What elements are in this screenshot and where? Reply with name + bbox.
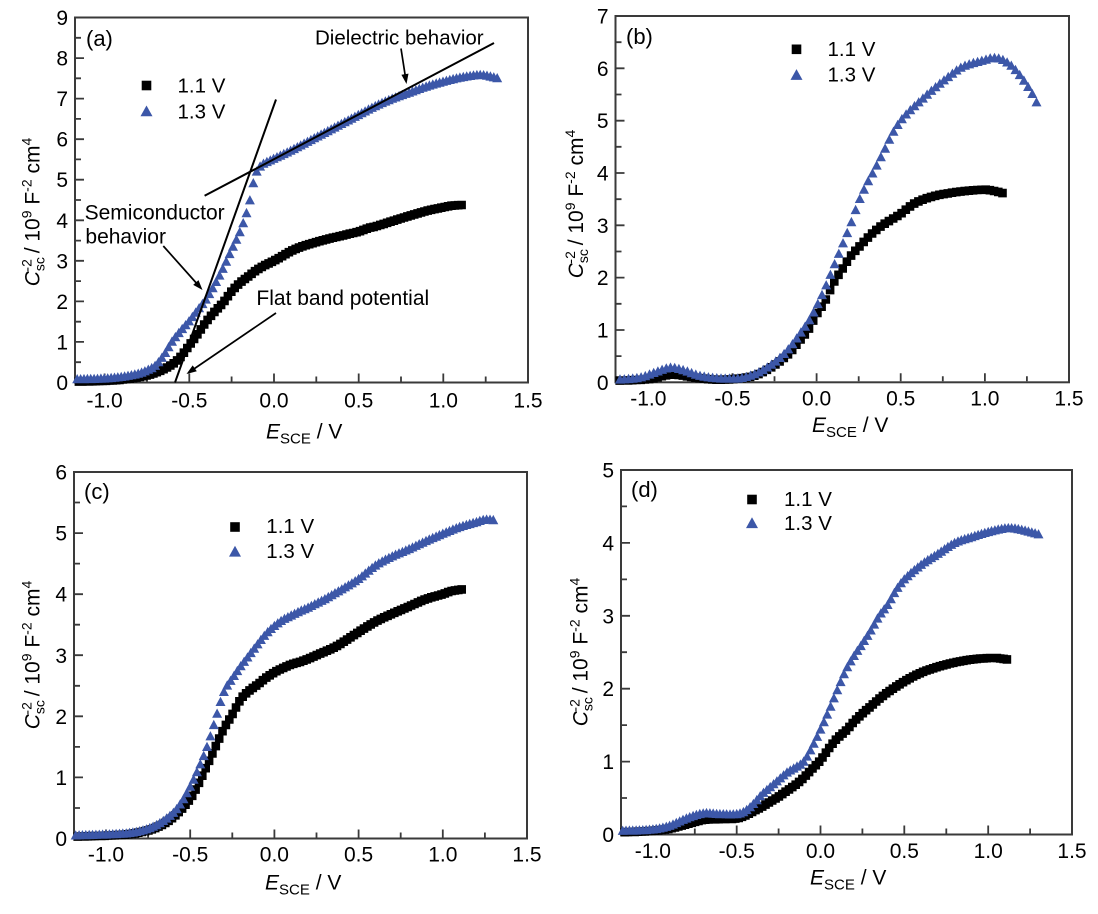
svg-text:-1.0: -1.0 (635, 840, 671, 863)
svg-text:0.5: 0.5 (344, 390, 373, 413)
svg-text:1.0: 1.0 (428, 844, 457, 867)
svg-text:1.5: 1.5 (1054, 387, 1083, 410)
svg-text:1: 1 (597, 320, 609, 343)
svg-text:1.5: 1.5 (512, 844, 541, 867)
svg-text:1.3 V: 1.3 V (784, 512, 832, 535)
svg-text:1.5: 1.5 (1057, 840, 1086, 863)
svg-text:2: 2 (602, 678, 614, 701)
svg-text:0.0: 0.0 (260, 844, 289, 867)
svg-text:1.3 V: 1.3 V (178, 101, 226, 124)
svg-text:4: 4 (55, 584, 67, 607)
svg-text:0.0: 0.0 (802, 387, 831, 410)
svg-text:3: 3 (55, 645, 67, 668)
svg-text:1: 1 (56, 331, 68, 354)
svg-text:1.0: 1.0 (429, 390, 458, 413)
svg-text:-1.0: -1.0 (630, 387, 666, 410)
svg-text:5: 5 (597, 110, 609, 133)
svg-text:5: 5 (55, 523, 67, 546)
svg-text:4: 4 (56, 210, 68, 233)
svg-text:(b): (b) (626, 24, 653, 49)
svg-text:4: 4 (597, 163, 609, 186)
svg-text:6: 6 (55, 462, 67, 485)
svg-text:5: 5 (56, 169, 68, 192)
svg-text:1.3 V: 1.3 V (828, 64, 876, 87)
svg-text:0: 0 (56, 372, 68, 395)
svg-text:7: 7 (597, 6, 609, 29)
svg-text:-0.5: -0.5 (172, 844, 208, 867)
svg-text:Csc-2 / 109 F-2 cm4: Csc-2 / 109 F-2 cm4 (19, 581, 48, 730)
svg-text:(c): (c) (84, 479, 110, 504)
svg-text:1.0: 1.0 (974, 840, 1003, 863)
svg-text:2: 2 (56, 291, 68, 314)
svg-text:0.0: 0.0 (806, 840, 835, 863)
svg-text:4: 4 (602, 532, 614, 555)
svg-text:Flat band potential: Flat band potential (256, 287, 429, 310)
svg-text:1.1 V: 1.1 V (266, 515, 314, 538)
svg-text:0: 0 (55, 828, 67, 851)
svg-text:(a): (a) (86, 26, 113, 51)
svg-text:Csc-2 / 109 F-2 cm4: Csc-2 / 109 F-2 cm4 (567, 578, 596, 727)
svg-text:-1.0: -1.0 (87, 390, 123, 413)
svg-text:7: 7 (56, 88, 68, 111)
svg-text:3: 3 (56, 250, 68, 273)
svg-text:1.0: 1.0 (970, 387, 999, 410)
svg-text:ESCE / V: ESCE / V (266, 421, 342, 448)
svg-text:0.5: 0.5 (886, 387, 915, 410)
svg-text:3: 3 (602, 605, 614, 628)
svg-text:2: 2 (55, 706, 67, 729)
svg-text:1: 1 (602, 751, 614, 774)
svg-text:ESCE / V: ESCE / V (812, 414, 888, 441)
svg-text:8: 8 (56, 48, 68, 71)
svg-text:Semiconductor: Semiconductor (85, 202, 225, 225)
svg-text:1.1 V: 1.1 V (828, 38, 876, 61)
svg-text:-0.5: -0.5 (171, 390, 207, 413)
svg-text:3: 3 (597, 215, 609, 238)
svg-text:1.1 V: 1.1 V (178, 75, 226, 98)
svg-text:(d): (d) (631, 477, 658, 502)
svg-text:0.5: 0.5 (344, 844, 373, 867)
svg-text:ESCE / V: ESCE / V (810, 867, 886, 894)
svg-text:0.5: 0.5 (890, 840, 919, 863)
svg-text:-0.5: -0.5 (719, 840, 755, 863)
svg-text:5: 5 (602, 460, 614, 483)
svg-text:0.0: 0.0 (259, 390, 288, 413)
svg-text:6: 6 (56, 129, 68, 152)
svg-text:-1.0: -1.0 (88, 844, 124, 867)
svg-text:-0.5: -0.5 (714, 387, 750, 410)
svg-text:Csc-2 / 109 F-2 cm4: Csc-2 / 109 F-2 cm4 (562, 130, 591, 279)
svg-text:6: 6 (597, 58, 609, 81)
svg-text:behavior: behavior (85, 226, 166, 249)
svg-text:2: 2 (597, 267, 609, 290)
svg-text:Csc-2 / 109 F-2 cm4: Csc-2 / 109 F-2 cm4 (19, 138, 48, 287)
svg-text:1.5: 1.5 (513, 390, 542, 413)
svg-text:1.1 V: 1.1 V (784, 488, 832, 511)
svg-text:1: 1 (55, 767, 67, 790)
svg-text:0: 0 (602, 824, 614, 847)
svg-text:0: 0 (597, 372, 609, 395)
svg-text:9: 9 (56, 7, 68, 30)
svg-text:Dielectric behavior: Dielectric behavior (315, 27, 484, 50)
svg-text:ESCE / V: ESCE / V (265, 872, 341, 899)
svg-text:1.3 V: 1.3 V (266, 540, 314, 563)
